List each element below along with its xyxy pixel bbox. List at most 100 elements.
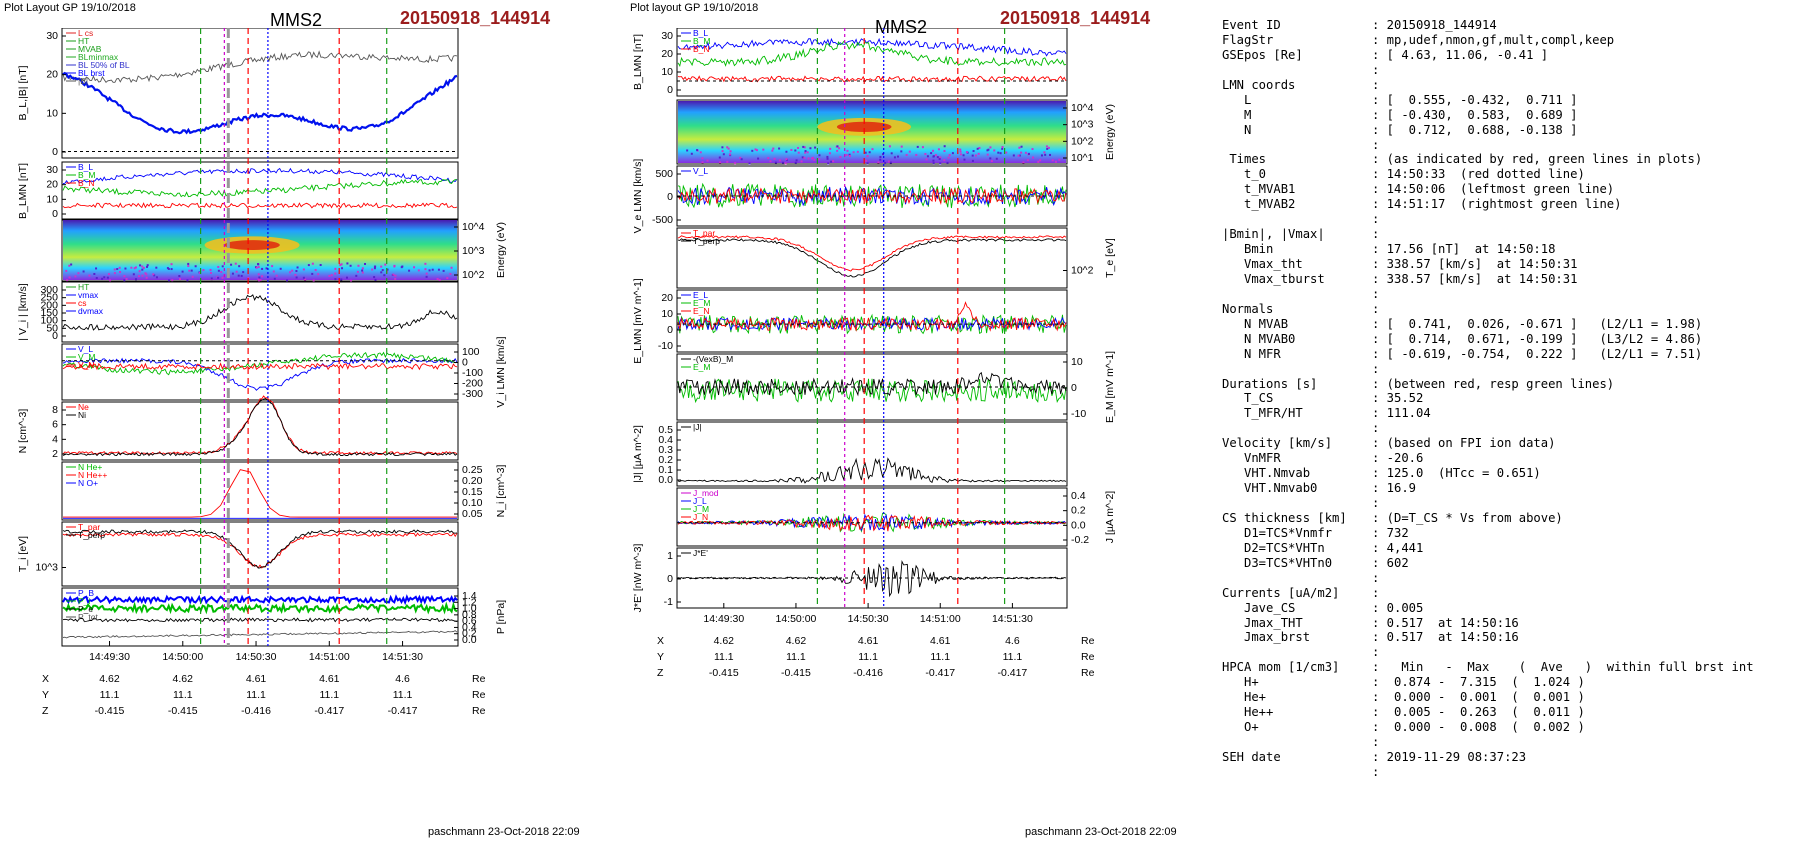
- coord-label: Y: [42, 689, 49, 701]
- left-footer: paschmann 23-Oct-2018 22:09: [428, 826, 580, 838]
- spectrogram-speck: [340, 278, 343, 281]
- series-line: [62, 617, 458, 623]
- spectrogram-speck: [334, 272, 337, 275]
- info-value: : 0.517 at 14:50:16: [1372, 615, 1519, 630]
- spectrogram-speck: [804, 151, 807, 154]
- spectrogram-speck: [893, 156, 896, 159]
- spectrogram-speck: [265, 267, 268, 270]
- info-key: VHT.Nmvab: [1222, 466, 1311, 481]
- info-key: H+: [1222, 675, 1259, 690]
- plot-panel: B_LMN [nT] 30 20 10 0 B_LB_MB_N: [632, 28, 1068, 97]
- spectrogram-speck: [187, 265, 190, 268]
- spectrogram-speck: [374, 265, 377, 268]
- legend-label: P_i: [78, 596, 90, 606]
- spectrogram-speck: [194, 265, 197, 268]
- series-line: [62, 594, 458, 606]
- info-value: : 2019-11-29 08:37:23: [1372, 749, 1527, 764]
- spectrogram-speck: [314, 269, 317, 272]
- spectrogram-speck: [134, 278, 137, 281]
- spectrogram-speck: [797, 151, 800, 154]
- spectrogram-speck: [1054, 160, 1057, 163]
- spectrogram-speck: [699, 151, 702, 154]
- series-line: [677, 40, 1067, 67]
- middle-event-id: 20150918_144914: [1000, 8, 1151, 28]
- spectrogram-speck: [769, 160, 772, 163]
- spectrogram-speck: [1058, 158, 1061, 161]
- info-key: VnMFR: [1222, 451, 1281, 466]
- spectrogram-speck: [95, 267, 98, 270]
- info-key: O+: [1222, 720, 1259, 735]
- info-row: SEH date: 2019-11-29 08:37:23: [1222, 750, 1792, 765]
- info-key: N MVAB: [1222, 316, 1289, 331]
- x-tick-label: 14:51:00: [920, 613, 961, 625]
- series-line: [62, 167, 458, 185]
- spectrogram-speck: [921, 146, 924, 149]
- spectrogram-speck: [428, 269, 431, 272]
- info-value: : 16.9: [1372, 481, 1417, 496]
- spectrogram-speck: [963, 158, 966, 161]
- spectrogram-speck: [70, 263, 73, 266]
- spectrogram-speck: [170, 263, 173, 266]
- spectrogram-speck: [296, 266, 299, 269]
- spectrogram-speck: [400, 266, 403, 269]
- spectrogram-speck: [68, 276, 71, 279]
- info-value: :: [1372, 227, 1380, 242]
- coord-value: -0.415: [709, 667, 739, 679]
- info-key: L: [1222, 92, 1252, 107]
- info-value: : 0.000 - 0.001 ( 0.001 ): [1372, 690, 1585, 705]
- spectrogram-speck: [1049, 153, 1052, 156]
- series-line: [62, 398, 458, 457]
- series-line: [62, 178, 458, 198]
- spectrogram-speck: [74, 275, 77, 278]
- legend-label: P_e: [78, 604, 93, 614]
- series-line: [62, 294, 458, 331]
- y-tick-label: 0: [667, 191, 673, 203]
- info-row: :: [1222, 765, 1792, 780]
- spectrogram-speck: [1044, 153, 1047, 156]
- spectrogram-speck: [754, 148, 757, 151]
- spectrogram-speck: [877, 161, 880, 164]
- spectrogram-speck: [900, 150, 903, 153]
- y-tick-label: 50: [46, 322, 58, 334]
- spectrogram-speck: [784, 162, 787, 165]
- y-tick-label: 10^3: [36, 562, 59, 574]
- coord-value: -0.417: [998, 667, 1028, 679]
- info-value: : 338.57 [km/s] at 14:50:31: [1372, 271, 1578, 286]
- info-row: GSEpos [Re]: [ 4.63, 11.06, -0.41 ]: [1222, 48, 1792, 63]
- spectrogram-speck: [168, 279, 171, 282]
- spectrogram-speck: [993, 149, 996, 152]
- spectrogram-speck: [976, 147, 979, 150]
- spectrogram-peak-region: [224, 240, 280, 250]
- info-key: T_MFR/HT: [1222, 406, 1303, 421]
- spectrogram-speck: [361, 267, 364, 270]
- info-row: Vmax_tburst: 338.57 [km/s] at 14:50:31: [1222, 272, 1792, 287]
- spectrogram-speck: [947, 156, 950, 159]
- spectrogram-speck: [807, 157, 810, 160]
- spectrogram-speck: [394, 274, 397, 277]
- y-tick-label: 0.10: [462, 497, 483, 509]
- coord-value: -0.415: [95, 705, 125, 717]
- y-tick-label: 0.3: [658, 444, 673, 456]
- spectrogram-speck: [888, 145, 891, 148]
- info-key: LMN coords: [1222, 77, 1296, 92]
- spectrogram-speck: [186, 279, 189, 282]
- spectrogram-speck: [999, 152, 1002, 155]
- panel-frame: [61, 521, 459, 587]
- spectrogram-speck: [1037, 160, 1040, 163]
- y-tick-label: 30: [46, 30, 58, 42]
- x-tick-label: 14:51:30: [992, 613, 1033, 625]
- legend-label: V_M: [78, 352, 95, 362]
- spectrogram-speck: [273, 277, 276, 280]
- legend-label: MVAB: [78, 44, 102, 54]
- info-key: Jmax_THT: [1222, 615, 1303, 630]
- y-tick-label: 0.8: [462, 609, 477, 621]
- info-value: :: [1372, 137, 1380, 152]
- info-value: :: [1372, 585, 1380, 600]
- info-row: He+: 0.000 - 0.001 ( 0.001 ): [1222, 690, 1792, 705]
- y-tick-label: 0.6: [462, 615, 477, 627]
- spectrogram-speck: [884, 161, 887, 164]
- coord-value: 11.1: [246, 689, 266, 701]
- y-tick-label: 0: [52, 208, 58, 220]
- y-tick-label: 10^1: [1071, 152, 1094, 164]
